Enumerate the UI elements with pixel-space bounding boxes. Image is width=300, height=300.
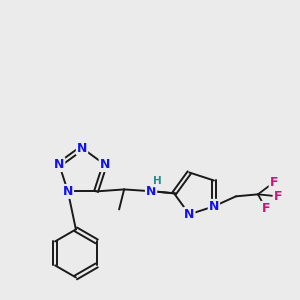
Text: H: H (153, 176, 161, 186)
Text: F: F (262, 202, 270, 215)
Text: F: F (270, 176, 278, 189)
Text: N: N (77, 142, 87, 154)
Text: N: N (209, 200, 219, 213)
Text: N: N (63, 185, 73, 198)
Text: N: N (146, 185, 156, 198)
Text: N: N (184, 208, 194, 221)
Text: N: N (54, 158, 64, 171)
Text: N: N (100, 158, 110, 171)
Text: F: F (274, 190, 282, 203)
